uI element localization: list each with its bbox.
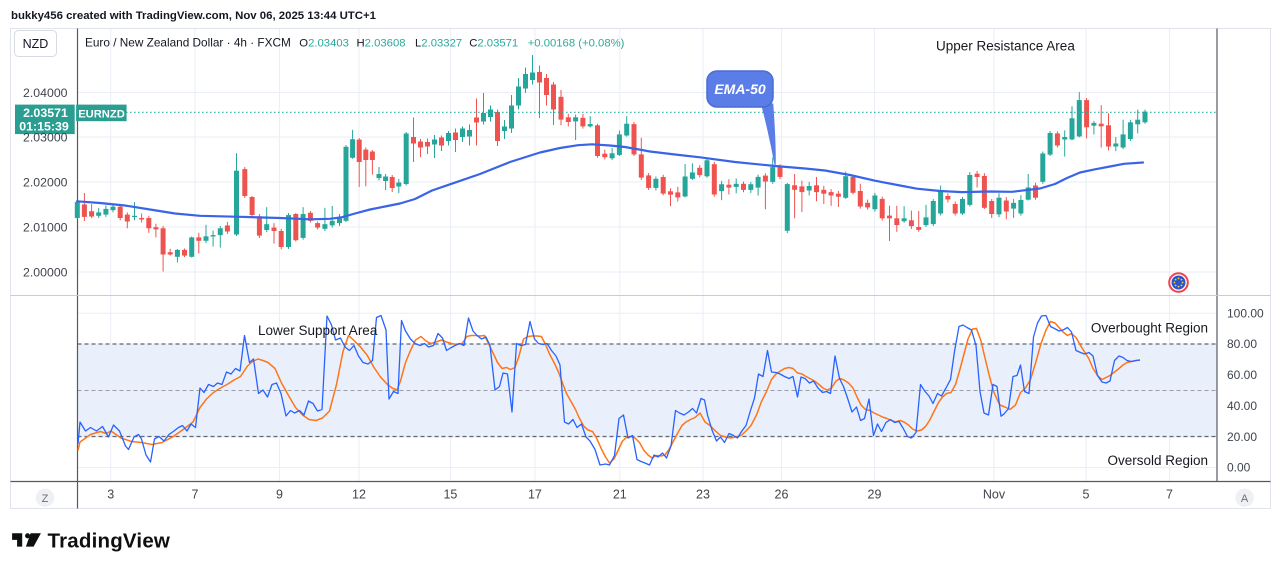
svg-text:EURNZD: EURNZD xyxy=(78,108,125,120)
svg-text:0.00: 0.00 xyxy=(1227,461,1251,475)
svg-text:Z: Z xyxy=(42,493,49,505)
svg-text:2.04000: 2.04000 xyxy=(23,86,68,100)
svg-text:EMA-50: EMA-50 xyxy=(714,81,766,97)
svg-text:2.00000: 2.00000 xyxy=(23,265,68,279)
svg-text:20.00: 20.00 xyxy=(1227,430,1257,444)
svg-text:7: 7 xyxy=(1166,488,1173,502)
svg-text:29: 29 xyxy=(868,488,882,502)
svg-text:NZD: NZD xyxy=(23,37,49,51)
svg-text:23: 23 xyxy=(696,488,710,502)
svg-text:Lower Support Area: Lower Support Area xyxy=(258,323,378,338)
svg-text:2.03000: 2.03000 xyxy=(23,130,68,144)
svg-text:TradingView: TradingView xyxy=(48,530,171,553)
svg-text:2.03571: 2.03571 xyxy=(23,106,68,120)
svg-text:+0.00168 (+0.08%): +0.00168 (+0.08%) xyxy=(528,38,625,50)
svg-text:Nov: Nov xyxy=(983,488,1006,502)
svg-text:7: 7 xyxy=(192,488,199,502)
svg-text:H2.03608: H2.03608 xyxy=(357,38,406,50)
svg-text:C2.03571: C2.03571 xyxy=(469,38,518,50)
svg-text:bukky456 created with TradingV: bukky456 created with TradingView.com, N… xyxy=(11,10,377,22)
svg-text:60.00: 60.00 xyxy=(1227,368,1257,382)
svg-text:17: 17 xyxy=(528,488,542,502)
svg-text:9: 9 xyxy=(276,488,283,502)
svg-text:80.00: 80.00 xyxy=(1227,337,1257,351)
svg-text:15: 15 xyxy=(443,488,457,502)
svg-text:26: 26 xyxy=(775,488,789,502)
svg-text:O2.03403: O2.03403 xyxy=(299,38,349,50)
svg-text:L2.03327: L2.03327 xyxy=(415,38,462,50)
svg-text:12: 12 xyxy=(352,488,366,502)
svg-text:Euro / New Zealand Dollar · 4h: Euro / New Zealand Dollar · 4h · FXCM xyxy=(85,36,291,50)
svg-text:100.00: 100.00 xyxy=(1227,307,1264,321)
svg-text:2.01000: 2.01000 xyxy=(23,220,68,234)
svg-text:40.00: 40.00 xyxy=(1227,399,1257,413)
svg-text:21: 21 xyxy=(613,488,627,502)
svg-text:Upper Resistance Area: Upper Resistance Area xyxy=(936,39,1075,54)
svg-text:Oversold Region: Oversold Region xyxy=(1107,453,1208,468)
svg-text:3: 3 xyxy=(107,488,114,502)
svg-text:Overbought Region: Overbought Region xyxy=(1091,321,1208,336)
svg-text:2.02000: 2.02000 xyxy=(23,175,68,189)
svg-text:A: A xyxy=(1241,493,1249,505)
svg-text:5: 5 xyxy=(1083,488,1090,502)
svg-text:01:15:39: 01:15:39 xyxy=(19,119,69,133)
